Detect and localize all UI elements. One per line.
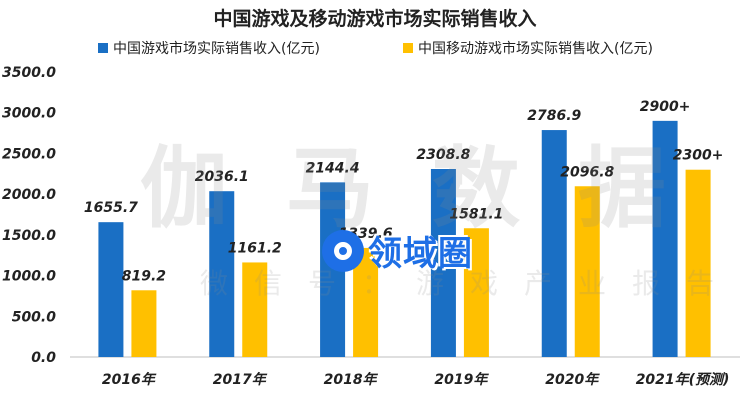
bar [209, 191, 235, 357]
chart-title: 中国游戏及移动游戏市场实际销售收入 [213, 8, 537, 30]
x-tick-label: 2017年 [213, 371, 268, 388]
legend-label-total: 中国游戏市场实际销售收入(亿元) [113, 41, 320, 57]
bar [242, 262, 268, 357]
data-label: 2096.8 [560, 164, 614, 180]
x-tick-label: 2018年 [324, 371, 379, 388]
bar [574, 186, 600, 357]
bar [541, 130, 567, 357]
watermark-text: 伽马数据 [140, 137, 725, 240]
data-label: 2900+ [640, 99, 691, 115]
y-tick-label: 500.0 [12, 309, 57, 325]
data-label: 2144.4 [306, 160, 360, 176]
bar [652, 120, 678, 357]
y-tick-label: 2000.0 [2, 187, 56, 203]
y-tick-label: 3000.0 [2, 106, 56, 122]
y-tick-label: 1000.0 [2, 269, 56, 285]
y-tick-label: 0.0 [31, 350, 56, 366]
x-tick-label: 2020年 [545, 371, 600, 388]
data-label: 2308.8 [416, 147, 470, 163]
y-tick-label: 2500.0 [2, 146, 56, 162]
legend-label-mobile: 中国移动游戏市场实际销售收入(亿元) [418, 41, 653, 57]
data-label: 2036.1 [195, 169, 249, 185]
watermark-subtext: 微信号：游戏产业报告 [200, 267, 741, 300]
y-tick-label: 3500.0 [2, 65, 56, 81]
bar [430, 168, 456, 357]
legend-item-mobile: 中国移动游戏市场实际销售收入(亿元) [403, 38, 653, 58]
bar [98, 222, 124, 357]
legend-swatch-yellow [403, 43, 413, 53]
x-tick-label: 2019年 [434, 371, 489, 388]
legend-swatch-blue [98, 43, 108, 53]
logo-badge-icon [322, 229, 364, 272]
data-label: 2300+ [673, 148, 724, 164]
watermark-logo: 领域圈 [322, 226, 473, 275]
bar [131, 290, 157, 357]
data-label: 2786.9 [527, 108, 581, 124]
bar [685, 169, 711, 357]
data-label: 1161.2 [228, 240, 282, 256]
bar [463, 228, 489, 357]
x-tick-label: 2021年(预测) [636, 371, 730, 388]
data-label: 1655.7 [84, 200, 138, 216]
x-tick-label: 2016年 [102, 371, 157, 388]
y-tick-label: 1500.0 [2, 228, 56, 244]
legend-item-total: 中国游戏市场实际销售收入(亿元) [98, 38, 320, 58]
data-label: 1581.1 [449, 206, 503, 222]
logo-text: 领域圈 [368, 234, 473, 274]
data-label: 819.2 [122, 268, 166, 284]
